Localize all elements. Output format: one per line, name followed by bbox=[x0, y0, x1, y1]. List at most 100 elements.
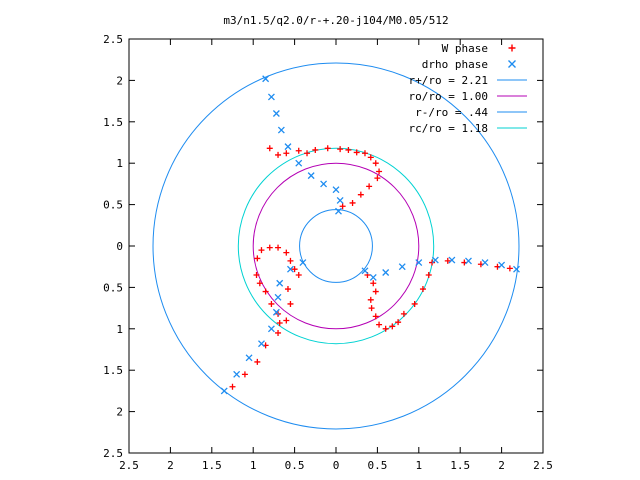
w-phase-point bbox=[339, 203, 346, 210]
y-tick-label: 1 bbox=[116, 323, 123, 336]
drho-phase-point bbox=[220, 387, 228, 395]
drho-phase-point bbox=[299, 259, 307, 267]
drho-phase-point bbox=[382, 269, 390, 276]
drho-phase-point bbox=[277, 126, 285, 134]
w-phase-point bbox=[324, 145, 331, 152]
drho-phase-point bbox=[448, 256, 456, 264]
w-phase-point bbox=[368, 305, 375, 312]
legend-label: r+/ro = 2.21 bbox=[409, 74, 488, 87]
drho-phase-point bbox=[267, 93, 275, 101]
drho-phase-point bbox=[272, 308, 280, 316]
drho-phase-point bbox=[267, 325, 275, 333]
w-phase-point bbox=[372, 313, 379, 320]
w-phase-point bbox=[370, 280, 377, 287]
x-tick-label: 1 bbox=[415, 459, 422, 472]
w-phase-point bbox=[266, 244, 273, 251]
drho-phase-point bbox=[481, 259, 489, 267]
y-tick-label: 1.5 bbox=[103, 116, 123, 129]
drho-phase-point bbox=[336, 197, 344, 204]
drho-phase-point bbox=[307, 172, 315, 180]
drho-phase-point bbox=[398, 263, 406, 271]
w-phase-point bbox=[229, 383, 236, 390]
w-phase-point bbox=[374, 175, 381, 182]
drho-phase-point bbox=[332, 186, 340, 194]
legend-label: W phase bbox=[442, 42, 488, 55]
w-phase-point bbox=[256, 280, 263, 287]
drho-phase-point bbox=[262, 75, 270, 83]
drho-phase-point bbox=[431, 256, 439, 264]
w-phase-point bbox=[361, 150, 368, 157]
w-phase-point bbox=[372, 160, 379, 167]
y-tick-label: 1 bbox=[116, 157, 123, 170]
w-phase-point bbox=[395, 319, 402, 326]
w-phase-point bbox=[382, 325, 389, 332]
circle-r-1 bbox=[252, 162, 420, 330]
axis-ticks: 2.5 2 1.5 1 0.5 0 0.5 1 1.5 2 2.52.521.510.500.511… bbox=[103, 33, 553, 472]
x-tick-label: 2.5 bbox=[533, 459, 553, 472]
w-phase-point bbox=[444, 257, 451, 264]
w-phase-point bbox=[276, 320, 283, 327]
w-phase-point bbox=[312, 146, 319, 153]
w-phase-point bbox=[258, 247, 265, 254]
w-phase-point bbox=[254, 358, 261, 365]
legend-label: drho phase bbox=[422, 58, 488, 71]
y-tick-label: 2 bbox=[116, 74, 123, 87]
w-phase-point bbox=[419, 286, 426, 293]
drho-phase-point bbox=[361, 267, 369, 275]
w-phase-point bbox=[295, 147, 302, 154]
w-phase-point bbox=[367, 296, 374, 303]
drho-phase-point bbox=[233, 370, 241, 378]
drho-phase-point bbox=[513, 265, 520, 273]
reference-circles bbox=[152, 62, 520, 430]
w-phase-point bbox=[283, 249, 290, 256]
w-phase-point bbox=[262, 288, 269, 295]
circle-r-2.21 bbox=[152, 62, 520, 430]
drho-phase-point bbox=[335, 207, 342, 215]
y-tick-label: 0.5 bbox=[103, 281, 123, 294]
w-phase-point bbox=[345, 146, 352, 153]
w-phase-point bbox=[506, 265, 513, 272]
drho-phase-point bbox=[320, 180, 328, 188]
y-tick-label: 2.5 bbox=[103, 447, 123, 460]
x-tick-label: 0 bbox=[333, 459, 340, 472]
x-tick-label: 0.5 bbox=[367, 459, 387, 472]
w-phase-point bbox=[283, 317, 290, 324]
legend-plus-icon bbox=[508, 44, 516, 52]
drho-phase-point bbox=[272, 110, 280, 117]
y-tick-label: 0 bbox=[116, 240, 123, 253]
circle-r-1.18 bbox=[237, 147, 435, 345]
w-phase-point bbox=[376, 168, 383, 175]
w-phase-point bbox=[425, 271, 432, 278]
legend-label: rc/ro = 1.18 bbox=[409, 122, 488, 135]
y-tick-label: 0.5 bbox=[103, 199, 123, 212]
drho-phase-point bbox=[415, 259, 423, 267]
x-tick-label: 2 bbox=[498, 459, 505, 472]
drho-phase-point bbox=[295, 159, 303, 167]
w-phase-point bbox=[283, 150, 290, 157]
chart-title: m3/n1.5/q2.0/r-+.20-j104/M0.05/512 bbox=[223, 14, 448, 27]
drho-phase-point bbox=[369, 274, 377, 281]
legend: W phase drho phase r+/ro = 2.21 ro/ro = 1.0… bbox=[409, 42, 527, 135]
circle-r-0.44 bbox=[299, 209, 373, 283]
drho-phase-point bbox=[498, 261, 506, 269]
drho-phase-point bbox=[465, 257, 472, 265]
w-phase-point bbox=[275, 244, 282, 251]
w-phase-point bbox=[367, 154, 374, 161]
w-phase-point bbox=[254, 255, 261, 262]
w-phase-point bbox=[253, 271, 260, 278]
legend-cross-icon bbox=[508, 60, 516, 68]
drho-phase-point bbox=[274, 293, 282, 301]
y-tick-label: 2 bbox=[116, 406, 123, 419]
w-phase-point bbox=[389, 323, 396, 330]
w-phase-point bbox=[284, 286, 291, 293]
w-phase-point bbox=[411, 300, 418, 307]
w-phase-point bbox=[295, 271, 302, 278]
drho-phase-point bbox=[287, 265, 294, 273]
w-phase-point bbox=[366, 183, 373, 190]
w-phase-point bbox=[266, 145, 273, 152]
x-tick-label: 0.5 bbox=[285, 459, 305, 472]
w-phase-point bbox=[349, 199, 356, 206]
w-phase-point bbox=[268, 300, 275, 307]
y-tick-label: 2.5 bbox=[103, 33, 123, 46]
